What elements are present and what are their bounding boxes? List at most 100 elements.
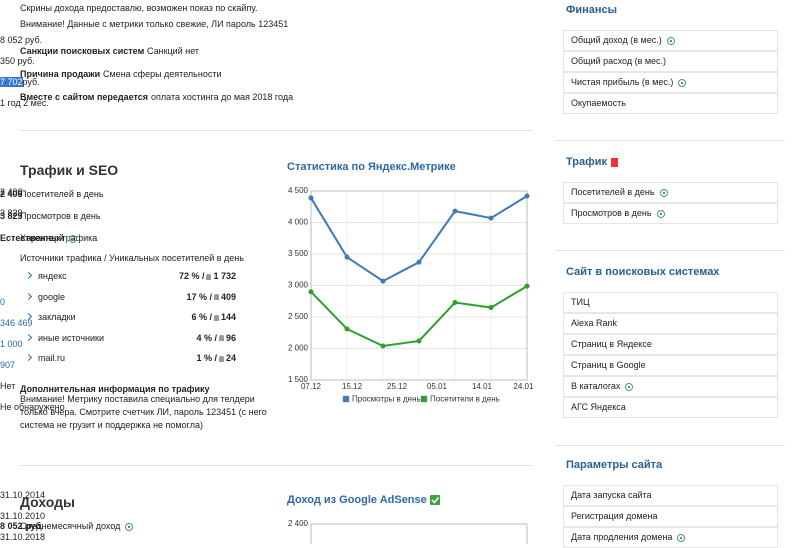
row-label: Посетителей в день	[571, 185, 668, 199]
chart-title: Статистика по Яндекс.Метрике	[287, 161, 456, 173]
source-stats: 1 % / 24	[196, 351, 236, 365]
sidebar-title: Трафик	[566, 155, 619, 169]
point	[416, 338, 422, 344]
legend-swatch	[342, 395, 350, 403]
row-label: Посетителей в день	[20, 189, 104, 199]
row-box	[563, 182, 778, 203]
sources-title: Источники трафика / Уникальных посетител…	[20, 253, 244, 263]
y-tick-label: 3 500	[288, 249, 309, 258]
value: 31.10.2010	[0, 511, 46, 521]
point	[524, 283, 530, 289]
row-label: Общий доход (в мес.)	[571, 33, 675, 47]
row-value: 7 702руб.	[0, 75, 774, 89]
source-name: закладки	[38, 312, 76, 322]
row-value: 3 829	[0, 206, 774, 220]
visitors: 144	[220, 312, 236, 322]
user-icon	[218, 335, 224, 342]
source-stats: 72 % / 1 732	[179, 269, 236, 283]
point	[452, 208, 458, 214]
fact-label: Причина продажи	[20, 69, 101, 79]
source-name: mail.ru	[38, 353, 66, 363]
row-label: Характер трафика	[20, 233, 98, 243]
row-label: Дата запуска сайта	[571, 490, 652, 500]
value: Нет	[0, 381, 16, 391]
help-icon[interactable]	[625, 382, 634, 391]
row-value: 8 052 руб.	[0, 33, 774, 47]
y-tick-label: 1 500	[288, 375, 309, 384]
unit: руб.	[22, 77, 40, 87]
visitors: 96	[225, 332, 236, 343]
row-label: Окупаемость	[571, 98, 626, 108]
fact-value: Смена сферы деятельности	[103, 69, 222, 79]
row-label: Alexa Rank	[571, 318, 618, 328]
value: 907	[0, 360, 16, 370]
source-stats: 4 % / 96	[196, 331, 236, 345]
user-icon	[218, 355, 224, 362]
point	[488, 215, 494, 221]
row-value: Нет	[0, 379, 774, 393]
divider	[20, 465, 533, 466]
x-tick-label: 25.12	[387, 382, 408, 391]
point	[344, 326, 350, 332]
row-label: Дата продления домена	[571, 530, 686, 544]
y-tick-label: 4 000	[288, 218, 309, 227]
value: 8 052 руб.	[0, 35, 43, 45]
x-tick-label: 15.12	[342, 382, 363, 391]
help-icon[interactable]	[659, 188, 668, 197]
section-title: Доходы	[20, 494, 75, 510]
value: 3 829	[0, 208, 23, 218]
source-name: яндекс	[38, 271, 67, 281]
row-value: 907	[0, 358, 774, 372]
point	[452, 300, 458, 306]
row-value: 31.10.2018	[0, 530, 774, 544]
sidebar-title: Сайт в поисковых системах	[566, 266, 720, 278]
row-value: 2 406	[0, 189, 23, 199]
row-box	[563, 355, 778, 376]
share: 72 % /	[178, 271, 205, 281]
y-tick-label: 2 500	[288, 312, 309, 321]
help-icon[interactable]	[678, 78, 687, 87]
fact-label: Санкции поисковых систем	[20, 46, 145, 56]
value: 1 год 2 мес.	[0, 98, 49, 108]
share: 1 % /	[196, 353, 217, 363]
value: 31.10.2014	[0, 490, 46, 500]
value: Не обнаружено	[0, 402, 65, 412]
row-label: Просмотров в день	[571, 206, 665, 220]
row-box	[563, 397, 778, 418]
fact-value: Санкций нет	[147, 46, 200, 56]
row-label: Страниц в Google	[571, 360, 646, 370]
help-icon[interactable]	[666, 36, 675, 45]
divider	[555, 140, 785, 141]
row-label: Регистрация домена	[571, 511, 658, 521]
visitors: 24	[225, 353, 236, 363]
share: 4 % /	[196, 332, 217, 343]
divider	[20, 130, 533, 131]
source-stats: 17 % / 409	[186, 290, 236, 304]
help-icon[interactable]	[69, 234, 78, 243]
user-icon	[213, 314, 219, 321]
row-box	[563, 376, 778, 397]
point	[416, 259, 422, 265]
x-tick-label: 14.01	[472, 382, 493, 391]
divider	[555, 250, 785, 251]
row-value: 1 000	[0, 337, 774, 351]
plot-frame	[310, 523, 528, 544]
row-label: ТИЦ	[571, 297, 590, 307]
row-value: 2 406	[0, 185, 774, 199]
help-icon[interactable]	[677, 533, 686, 542]
row-box	[563, 72, 778, 93]
help-icon[interactable]	[125, 522, 134, 531]
source-stats: 6 % / 144	[191, 310, 236, 324]
point	[308, 195, 314, 201]
x-tick-label: 05.01	[427, 382, 448, 391]
row-value: 1 год 2 мес.	[0, 96, 774, 110]
point	[524, 193, 530, 199]
row-box	[563, 51, 778, 72]
fact-label: Вместе с сайтом передается	[20, 92, 149, 102]
help-icon[interactable]	[656, 209, 665, 218]
value: 346 469	[0, 318, 33, 328]
fact-value: оплата хостинга до мая 2018 года	[151, 92, 294, 102]
note: Внимание! Данные с метрики только свежие…	[20, 19, 289, 29]
sidebar-title: Параметры сайта	[566, 459, 663, 471]
